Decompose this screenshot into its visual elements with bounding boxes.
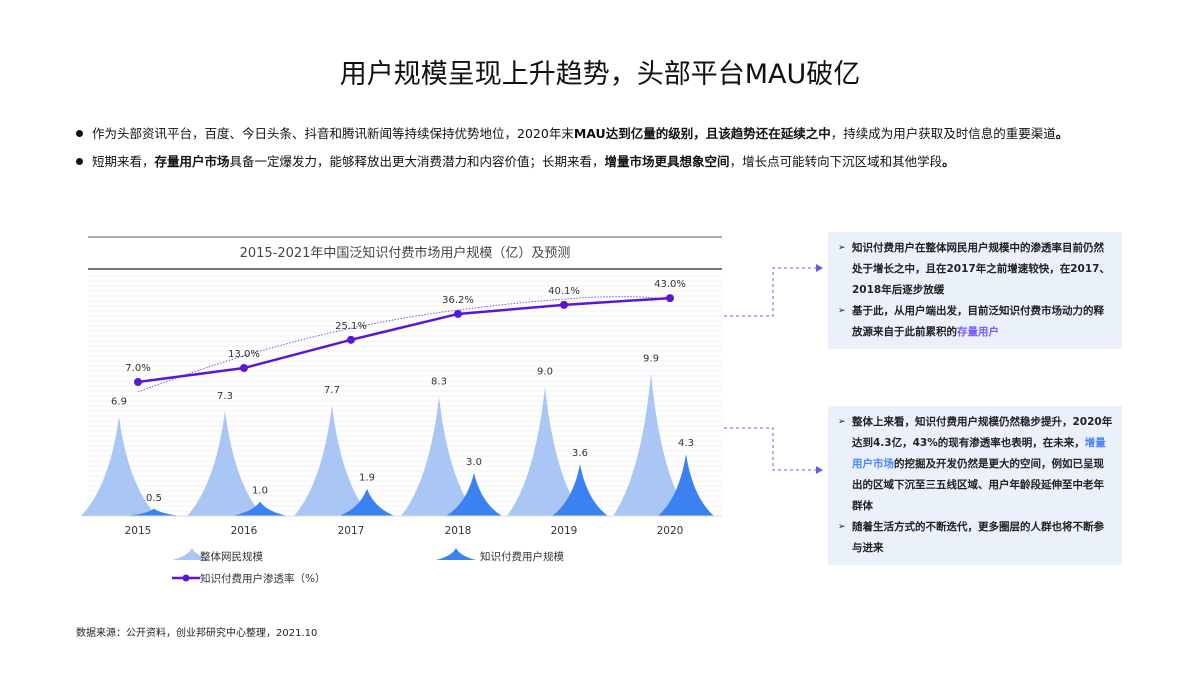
data-label: 7.7 bbox=[324, 385, 340, 396]
bullet-text: 作为头部资讯平台，百度、今日头条、抖音和腾讯新闻等持续保持优势地位，2020年末 bbox=[92, 126, 574, 141]
legend-swatch-total bbox=[172, 548, 212, 560]
data-label: 1.0 bbox=[252, 486, 268, 497]
line-point bbox=[347, 335, 355, 344]
legend-swatch-paid bbox=[436, 548, 476, 560]
bullet-text: 。 bbox=[1055, 126, 1069, 141]
page-title: 用户规模呈现上升趋势，头部平台MAU破亿 bbox=[339, 59, 861, 90]
bullet-item: 作为头部资讯平台，百度、今日头条、抖音和腾讯新闻等持续保持优势地位，2020年末… bbox=[76, 120, 1156, 148]
bullet-text: 增量市场更具想象空间 bbox=[604, 154, 730, 169]
bar-paid-users bbox=[446, 472, 502, 516]
highlight-text: 存量用户 bbox=[957, 326, 999, 338]
insight-text: 基于此，从用户端出发，目前泛知识付费市场动力的释放源来自于此前累积的 bbox=[852, 305, 1104, 338]
bullet-item: 短期来看，存量用户市场具备一定爆发力，能够释放出更大消费潜力和内容价值；长期来看… bbox=[76, 148, 1156, 176]
bullet-text: MAU达到亿量的级别，且该趋势还在延续之中 bbox=[573, 126, 831, 141]
insight-text: 整体上来看，知识付费用户规模仍然稳步提升，2020年达到4.3亿，43%的现有渗… bbox=[852, 416, 1113, 449]
data-label: 6.9 bbox=[111, 397, 127, 408]
bullet-text: ，增长点可能转向下沉区域和其他学段 bbox=[729, 154, 943, 169]
line-point bbox=[134, 377, 142, 386]
data-label: 1.9 bbox=[359, 473, 375, 484]
data-label: 9.9 bbox=[643, 353, 659, 364]
insight-box-2: 整体上来看，知识付费用户规模仍然稳步提升，2020年达到4.3亿，43%的现有渗… bbox=[828, 406, 1122, 565]
data-label: 8.3 bbox=[431, 376, 447, 387]
legend-label: 整体网民规模 bbox=[200, 550, 263, 563]
data-label: 36.2% bbox=[442, 295, 474, 306]
insight-item: 知识付费用户在整体网民用户规模中的渗透率目前仍然处于增长之中，且在2017年之前… bbox=[838, 238, 1114, 301]
bar-paid-users bbox=[339, 488, 395, 516]
bullet-text: ，持续成为用户获取及时信息的重要渠道 bbox=[830, 126, 1056, 141]
legend-label: 知识付费用户渗透率（%） bbox=[200, 572, 325, 585]
bar-paid-users bbox=[658, 454, 714, 516]
x-tick-label: 2016 bbox=[231, 525, 258, 537]
bullet-text: 具备一定爆发力，能够释放出更大消费潜力和内容价值；长期来看， bbox=[229, 154, 605, 169]
connector-line bbox=[724, 267, 816, 317]
insight-text: 随着生活方式的不断迭代，更多圈层的人群也将不断参与进来 bbox=[852, 521, 1104, 554]
data-source: 数据来源：公开资料，创业邦研究中心整理，2021.10 bbox=[76, 628, 318, 639]
bar-total-netizens bbox=[507, 386, 583, 516]
bar-paid-users bbox=[232, 501, 288, 516]
bar-total-netizens bbox=[81, 416, 157, 516]
connector-line bbox=[724, 427, 816, 471]
insight-box-1: 知识付费用户在整体网民用户规模中的渗透率目前仍然处于增长之中，且在2017年之前… bbox=[828, 232, 1122, 349]
data-label: 25.1% bbox=[335, 321, 367, 332]
bullet-list: 作为头部资讯平台，百度、今日头条、抖音和腾讯新闻等持续保持优势地位，2020年末… bbox=[76, 120, 1156, 176]
line-point bbox=[560, 300, 568, 309]
chart-title: 2015-2021年中国泛知识付费市场用户规模（亿）及预测 bbox=[88, 236, 722, 270]
data-label: 9.0 bbox=[537, 366, 553, 377]
bar-paid-users bbox=[552, 464, 608, 516]
insight-item: 整体上来看，知识付费用户规模仍然稳步提升，2020年达到4.3亿，43%的现有渗… bbox=[838, 412, 1114, 517]
x-tick-label: 2020 bbox=[657, 525, 684, 537]
bar-total-netizens bbox=[294, 405, 370, 516]
bullet-text: 存量用户市场 bbox=[154, 154, 230, 169]
x-tick-label: 2017 bbox=[338, 525, 365, 537]
legend-swatch-point bbox=[182, 574, 190, 582]
line-point bbox=[454, 309, 462, 318]
data-label: 4.3 bbox=[678, 438, 694, 449]
data-label: 13.0% bbox=[228, 349, 260, 360]
arrow-icon bbox=[816, 264, 823, 272]
data-label: 40.1% bbox=[548, 286, 580, 297]
data-label: 0.5 bbox=[146, 493, 162, 504]
data-label: 7.3 bbox=[217, 391, 233, 402]
legend-label: 知识付费用户规模 bbox=[480, 550, 564, 563]
highlight-text: 增量用户市场 bbox=[852, 437, 1106, 470]
data-label: 3.0 bbox=[466, 457, 482, 468]
insight-text: 的挖掘及开发仍然是更大的空间，例如已呈现出的区域下沉至三五线区域、用户年龄段延伸… bbox=[852, 458, 1104, 512]
line-point bbox=[666, 294, 674, 303]
bar-total-netizens bbox=[187, 410, 263, 516]
data-label: 43.0% bbox=[654, 279, 686, 290]
bar-paid-users bbox=[126, 508, 182, 516]
arrow-icon bbox=[816, 466, 823, 474]
insight-item: 基于此，从用户端出发，目前泛知识付费市场动力的释放源来自于此前累积的存量用户 bbox=[838, 301, 1114, 343]
data-label: 3.6 bbox=[572, 448, 588, 459]
x-tick-label: 2018 bbox=[445, 525, 472, 537]
bar-total-netizens bbox=[613, 373, 689, 516]
data-label: 7.0% bbox=[125, 363, 150, 374]
line-point bbox=[240, 364, 248, 373]
line-penetration-rate bbox=[137, 296, 671, 384]
bullet-text: 。 bbox=[942, 154, 955, 169]
insight-text: 知识付费用户在整体网民用户规模中的渗透率目前仍然处于增长之中，且在2017年之前… bbox=[852, 242, 1110, 296]
x-tick-label: 2019 bbox=[551, 525, 578, 537]
bar-total-netizens bbox=[401, 396, 477, 516]
x-tick-label: 2015 bbox=[125, 525, 152, 537]
bullet-text: 短期来看， bbox=[92, 154, 155, 169]
insight-item: 随着生活方式的不断迭代，更多圈层的人群也将不断参与进来 bbox=[838, 517, 1114, 559]
